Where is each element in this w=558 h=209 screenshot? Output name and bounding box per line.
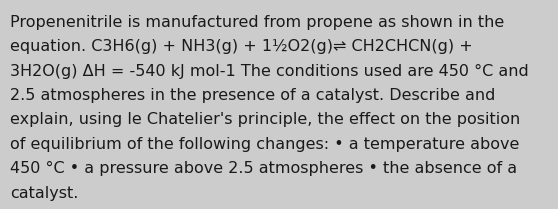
- Text: equation. C3H6(g) + NH3(g) + 1½O2(g)⇌ CH2CHCN(g) +: equation. C3H6(g) + NH3(g) + 1½O2(g)⇌ CH…: [10, 39, 473, 54]
- Text: catalyst.: catalyst.: [10, 186, 79, 201]
- Text: 450 °C • a pressure above 2.5 atmospheres • the absence of a: 450 °C • a pressure above 2.5 atmosphere…: [10, 161, 517, 176]
- Text: 3H2O(g) ΔH = -540 kJ mol-1 The conditions used are 450 °C and: 3H2O(g) ΔH = -540 kJ mol-1 The condition…: [10, 64, 529, 79]
- Text: 2.5 atmospheres in the presence of a catalyst. Describe and: 2.5 atmospheres in the presence of a cat…: [10, 88, 496, 103]
- Text: of equilibrium of the following changes: • a temperature above: of equilibrium of the following changes:…: [10, 137, 519, 152]
- Text: explain, using le Chatelier's principle, the effect on the position: explain, using le Chatelier's principle,…: [10, 112, 520, 127]
- Text: Propenenitrile is manufactured from propene as shown in the: Propenenitrile is manufactured from prop…: [10, 15, 504, 30]
